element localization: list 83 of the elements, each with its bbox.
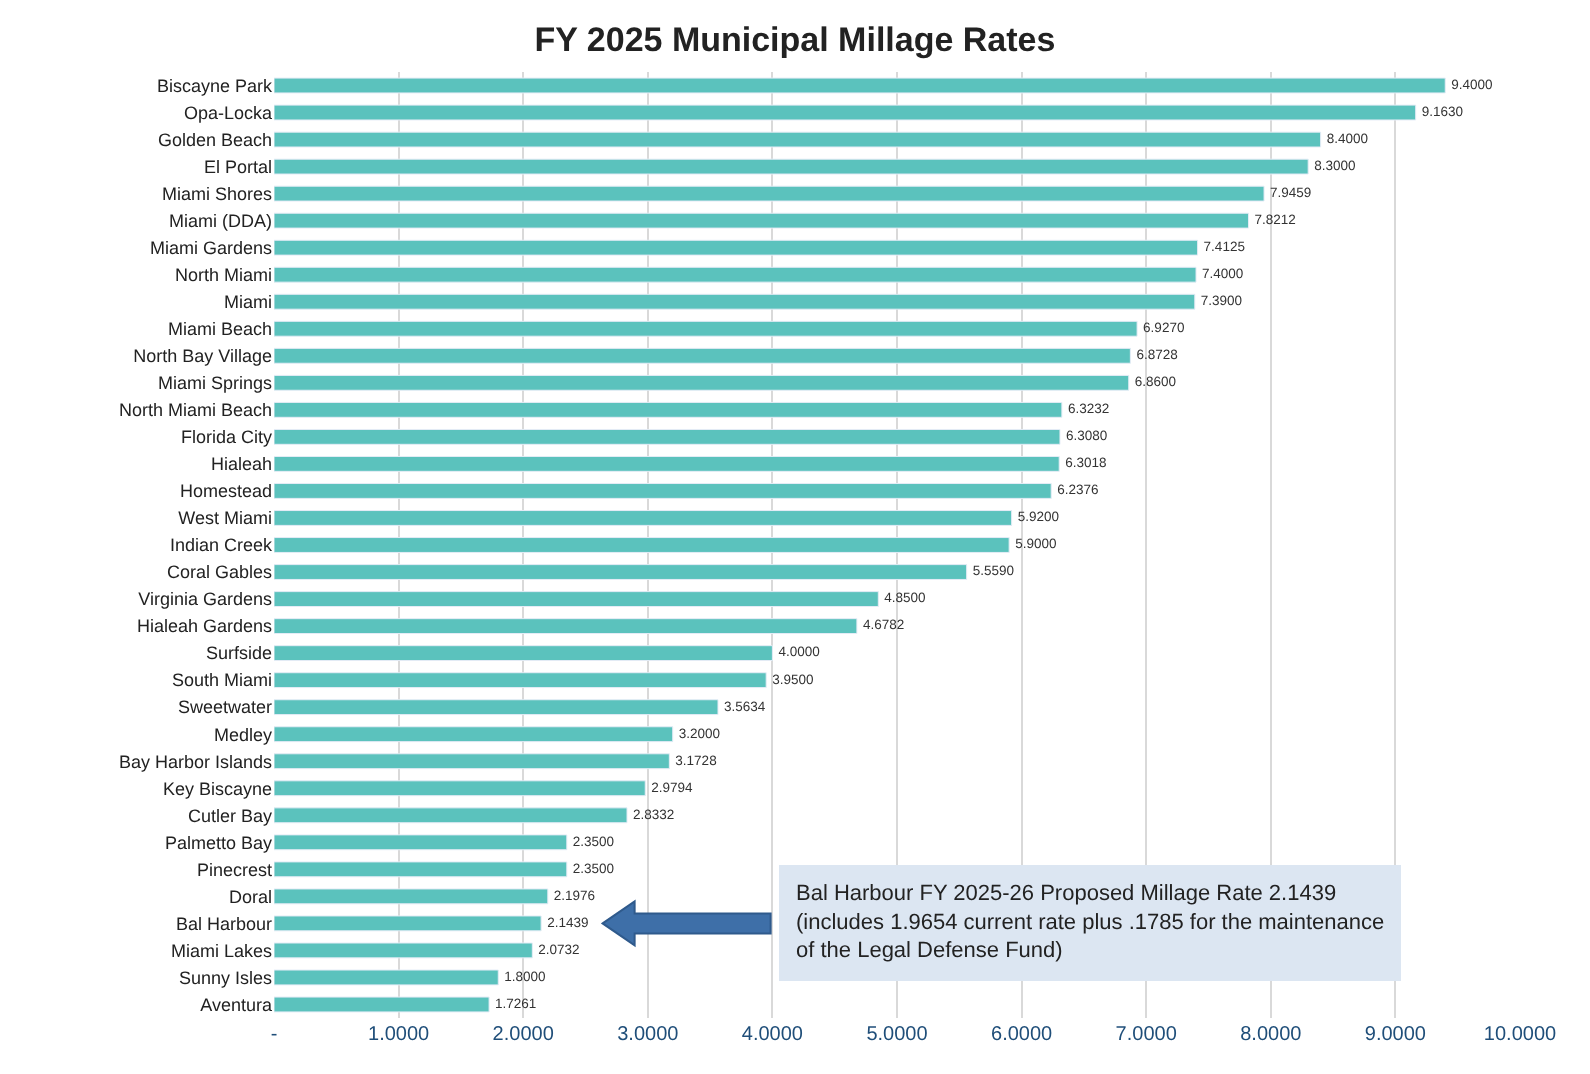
x-tick-label: 4.0000 <box>741 1024 804 1046</box>
bar <box>274 77 1446 94</box>
bar <box>274 969 499 986</box>
y-tick-label: Miami Gardens <box>149 237 273 258</box>
y-tick-label: Opa-Locka <box>183 102 272 123</box>
y-tick-label: Surfside <box>205 643 272 664</box>
annotation: Bal Harbour FY 2025-26 Proposed Millage Rate 2.1439 (includes 1.9654 current rate plus .1785 for the maintenance of the Legal Defense Fund) <box>796 882 1385 964</box>
bar <box>274 618 858 635</box>
bar <box>274 780 646 797</box>
y-tick-label: Hialeah Gardens <box>136 616 273 637</box>
y-tick-label: Florida City <box>180 427 273 448</box>
y-tick-label: Coral Gables <box>166 562 273 583</box>
y-tick-label: Miami Springs <box>157 373 273 394</box>
y-tick-label: North Miami Beach <box>118 400 272 421</box>
y-tick-label: Cutler Bay <box>187 805 273 826</box>
y-tick-label: Virginia Gardens <box>138 589 273 610</box>
bar <box>274 672 767 689</box>
bar <box>274 726 674 743</box>
y-tick-label: Palmetto Bay <box>164 832 273 853</box>
y-tick-label: Bal Harbour <box>175 913 272 934</box>
x-tick-label: 9.0000 <box>1364 1024 1427 1046</box>
bar <box>274 401 1063 418</box>
y-tick-label: Medley <box>213 724 273 745</box>
bar <box>274 374 1130 391</box>
bar <box>274 455 1060 472</box>
y-tick-label: Sweetwater <box>177 697 272 718</box>
y-tick-label: Hialeah <box>210 454 272 475</box>
y-tick-label: Golden Beach <box>157 129 272 150</box>
bar <box>274 807 628 824</box>
y-tick-label: West Miami <box>178 508 272 529</box>
chart-title: FY 2025 Municipal Millage Rates <box>534 20 1056 59</box>
y-tick-label: Miami Lakes <box>170 940 273 961</box>
bar <box>274 915 542 932</box>
bar <box>274 699 719 716</box>
x-tick-label: 1.0000 <box>368 1024 431 1046</box>
bar <box>274 320 1138 337</box>
bar <box>274 645 773 662</box>
x-tick-label: 2.0000 <box>492 1024 555 1046</box>
bar <box>274 564 968 580</box>
bar <box>274 537 1010 553</box>
x-tick-label: - <box>270 1024 278 1046</box>
y-tick-label: Key Biscayne <box>162 778 272 799</box>
y-tick-label: Miami Beach <box>167 319 272 340</box>
bar <box>274 185 1265 202</box>
bar <box>274 591 879 607</box>
y-tick-label: Pinecrest <box>196 859 273 880</box>
y-tick-label: Bay Harbor Islands <box>118 751 273 772</box>
bar <box>274 266 1197 283</box>
bar <box>274 212 1250 229</box>
bar <box>274 104 1417 121</box>
bar <box>274 428 1061 445</box>
bar <box>274 158 1309 175</box>
bar <box>274 834 568 851</box>
y-tick-label: Miami <box>224 292 272 313</box>
bar <box>274 996 490 1013</box>
bar <box>274 293 1196 310</box>
x-tick-label: 3.0000 <box>617 1024 680 1046</box>
x-tick-label: 5.0000 <box>866 1024 929 1046</box>
bar <box>274 483 1052 499</box>
x-tick-label: 8.0000 <box>1240 1024 1303 1046</box>
bar <box>274 888 549 905</box>
y-tick-label: Miami (DDA) <box>169 210 272 231</box>
bar <box>274 753 670 770</box>
y-tick-label: Aventura <box>200 994 272 1015</box>
bar <box>274 131 1322 148</box>
bar <box>274 510 1013 526</box>
y-tick-label: South Miami <box>171 670 272 691</box>
y-tick-label: Homestead <box>179 481 272 502</box>
y-tick-label: North Bay Village <box>133 346 272 367</box>
y-tick-label: Biscayne Park <box>156 75 273 96</box>
bar <box>274 239 1199 256</box>
y-tick-label: Sunny Isles <box>178 967 273 988</box>
bar <box>274 942 533 959</box>
y-tick-label: North Miami <box>174 265 272 286</box>
y-tick-label: Indian Creek <box>169 535 273 556</box>
bar <box>274 347 1131 364</box>
x-tick-label: 6.0000 <box>991 1024 1054 1046</box>
y-tick-label: El Portal <box>203 156 272 177</box>
x-tick-label: 10.0000 <box>1483 1024 1558 1046</box>
y-tick-label: Miami Shores <box>161 183 273 204</box>
x-tick-label: 7.0000 <box>1115 1024 1178 1046</box>
bar <box>274 861 568 878</box>
y-tick-label: Doral <box>228 886 272 907</box>
